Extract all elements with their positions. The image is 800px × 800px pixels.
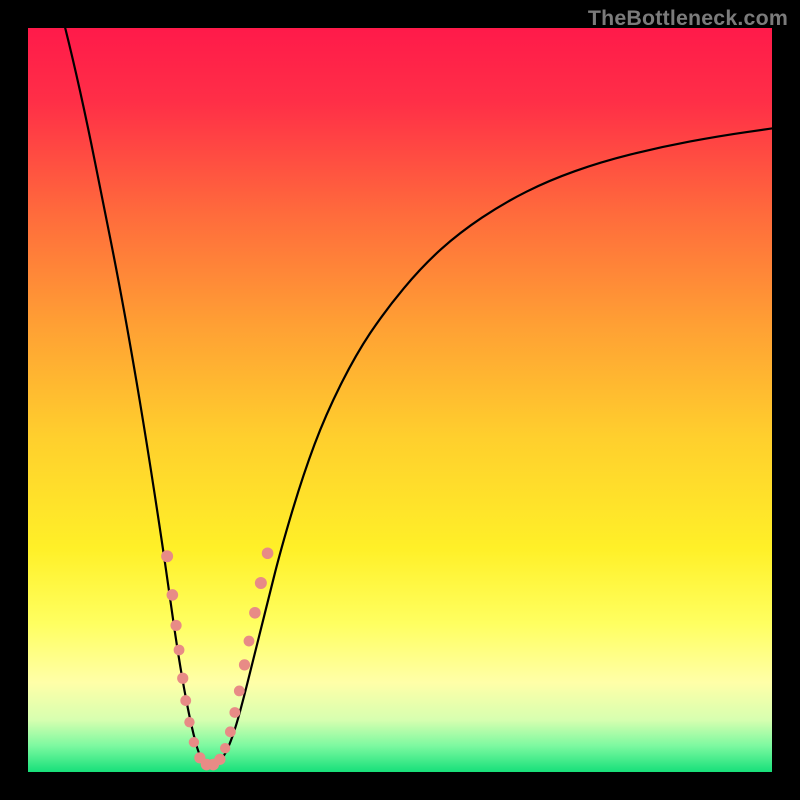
sample-marker	[255, 577, 267, 589]
sample-marker	[229, 707, 240, 718]
sample-marker	[174, 645, 185, 656]
sample-marker	[220, 743, 230, 753]
sample-marker	[184, 717, 194, 727]
sample-marker	[225, 726, 236, 737]
sample-marker	[189, 737, 199, 747]
sample-marker	[262, 547, 274, 559]
sample-marker	[249, 607, 261, 619]
plot-svg	[28, 28, 772, 772]
sample-marker	[239, 659, 250, 670]
sample-marker	[214, 754, 225, 765]
chart-canvas: TheBottleneck.com	[0, 0, 800, 800]
watermark-text: TheBottleneck.com	[588, 6, 788, 31]
sample-marker	[161, 550, 173, 562]
sample-marker	[244, 636, 255, 647]
sample-marker	[167, 589, 179, 601]
sample-marker	[170, 620, 181, 631]
sample-marker	[177, 673, 188, 684]
sample-marker	[234, 686, 245, 697]
plot-area	[28, 28, 772, 772]
sample-marker	[180, 695, 191, 706]
